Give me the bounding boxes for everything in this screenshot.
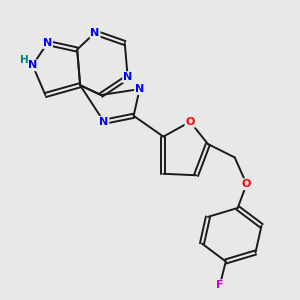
- Text: N: N: [28, 60, 37, 70]
- Text: O: O: [242, 179, 251, 189]
- Text: H: H: [20, 55, 29, 65]
- Text: N: N: [135, 84, 144, 94]
- Text: O: O: [185, 117, 195, 127]
- Text: N: N: [90, 28, 100, 38]
- Text: N: N: [43, 38, 52, 48]
- Text: N: N: [123, 72, 132, 82]
- Text: N: N: [99, 117, 109, 127]
- Text: F: F: [216, 280, 224, 290]
